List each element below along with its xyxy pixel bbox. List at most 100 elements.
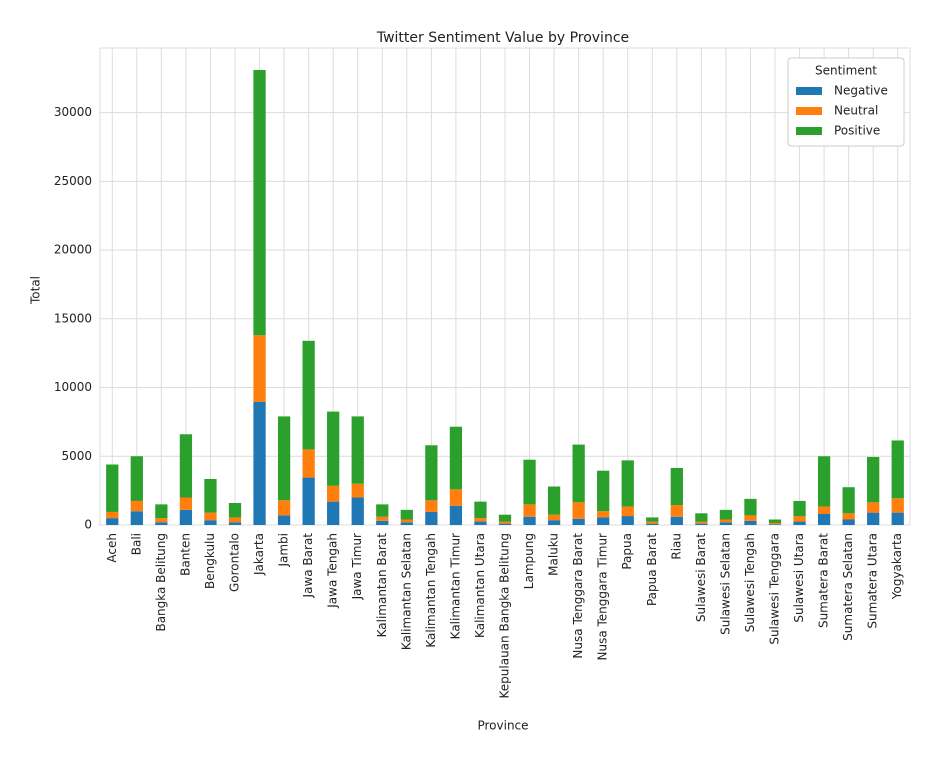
bar-segment <box>867 512 880 525</box>
bar-segment <box>228 517 242 523</box>
x-tick-label: Jawa Timur <box>350 533 364 600</box>
x-tick-label: Bangka Belitung <box>154 533 168 632</box>
x-tick-label: Jawa Tengah <box>326 533 340 609</box>
bar-segment <box>449 489 463 506</box>
bar-segment <box>302 340 315 450</box>
x-tick-label: Maluku <box>547 533 561 576</box>
bar-segment <box>670 516 683 525</box>
bar-segment <box>474 521 487 525</box>
bar-segment <box>228 522 242 525</box>
bar-segment <box>646 521 659 524</box>
bar-segment <box>155 522 168 525</box>
x-tick-label: Nusa Tenggara Barat <box>571 533 585 659</box>
bar-segment <box>425 500 438 512</box>
bar-segment <box>376 516 389 521</box>
bar-segment <box>376 520 389 525</box>
bar-segment <box>891 440 904 499</box>
legend-label: Negative <box>834 84 888 98</box>
bar-segment <box>817 456 831 507</box>
bar-segment <box>842 487 855 514</box>
x-tick-label: Yogyakarta <box>890 533 904 600</box>
x-tick-label: Kalimantan Utara <box>473 533 487 638</box>
bar-segment <box>744 515 757 521</box>
bar-segment <box>842 519 855 525</box>
bar-segment <box>768 519 782 523</box>
bar-segment <box>867 456 880 503</box>
bar-segment <box>572 444 585 503</box>
bar-segment <box>547 514 561 521</box>
bar-segment <box>572 518 585 525</box>
x-tick-label: Kalimantan Selatan <box>399 533 413 650</box>
bar-segment <box>597 511 610 518</box>
bar-segment <box>670 467 683 506</box>
x-tick-label: Kalimantan Tengah <box>424 533 438 648</box>
bar-segment <box>498 521 512 524</box>
bar-segment <box>130 511 143 525</box>
legend-label: Neutral <box>834 104 878 118</box>
bar-segment <box>842 513 855 520</box>
legend-box <box>787 57 905 147</box>
x-tick-label: Aceh <box>105 533 119 563</box>
bar-segment <box>744 498 757 516</box>
bar-segment <box>719 509 733 520</box>
bar-segment <box>621 506 634 517</box>
bar-segment <box>327 501 340 525</box>
bar-segment <box>400 522 413 525</box>
bar-segment <box>646 523 659 525</box>
legend-title: Sentiment <box>815 64 877 78</box>
bar-segment <box>425 445 438 501</box>
x-tick-label: Bengkulu <box>203 533 217 589</box>
bar-segment <box>277 500 291 516</box>
x-tick-label: Papua Barat <box>645 533 659 606</box>
x-tick-label: Kalimantan Barat <box>375 533 389 638</box>
y-tick-label: 10000 <box>54 380 92 394</box>
bar-segment <box>179 509 193 525</box>
bar-segment <box>621 516 634 525</box>
bar-segment <box>867 502 880 513</box>
bar-segment <box>400 509 413 520</box>
bar-segment <box>179 497 193 510</box>
bar-segment <box>155 518 168 523</box>
bar-segment <box>547 486 561 515</box>
bar-segment <box>277 416 291 501</box>
y-tick-label: 30000 <box>54 105 92 119</box>
x-axis-label: Province <box>477 719 528 733</box>
bar-segment <box>277 515 291 525</box>
bar-segment <box>449 505 463 525</box>
bar-segment <box>327 411 340 486</box>
chart-title: Twitter Sentiment Value by Province <box>376 30 629 46</box>
bar-segment <box>646 517 659 522</box>
y-tick-label: 20000 <box>54 243 92 257</box>
bar-segment <box>817 514 831 525</box>
x-tick-label: Nusa Tenggara Timur <box>596 533 610 661</box>
bar-segment <box>793 500 806 517</box>
x-tick-label: Sumatera Barat <box>817 533 831 628</box>
bar-segment <box>719 522 733 525</box>
x-tick-label: Sulawesi Utara <box>792 533 806 623</box>
bar-segment <box>449 426 463 490</box>
x-tick-label: Sumatera Utara <box>866 533 880 629</box>
x-tick-label: Gorontalo <box>228 533 242 592</box>
bar-segment <box>695 523 708 525</box>
bar-segment <box>106 511 119 519</box>
x-tick-label: Bali <box>129 533 143 555</box>
x-tick-label: Papua <box>620 533 634 570</box>
bar-segment <box>719 519 733 523</box>
legend-swatch <box>796 107 822 115</box>
bar-segment <box>204 512 217 521</box>
bar-segment <box>744 520 757 525</box>
bar-segment <box>253 69 266 336</box>
bar-segment <box>597 470 610 512</box>
bar-segment <box>817 506 831 515</box>
bar-segment <box>302 449 315 478</box>
bar-segment <box>302 477 315 525</box>
x-tick-label: Jambi <box>277 533 291 568</box>
x-tick-label: Lampung <box>522 533 536 589</box>
y-tick-label: 15000 <box>54 311 92 325</box>
bar-segment <box>253 335 266 402</box>
bar-segment <box>351 483 364 498</box>
bar-segment <box>228 503 242 518</box>
bar-segment <box>621 460 634 507</box>
legend-label: Positive <box>834 124 880 138</box>
